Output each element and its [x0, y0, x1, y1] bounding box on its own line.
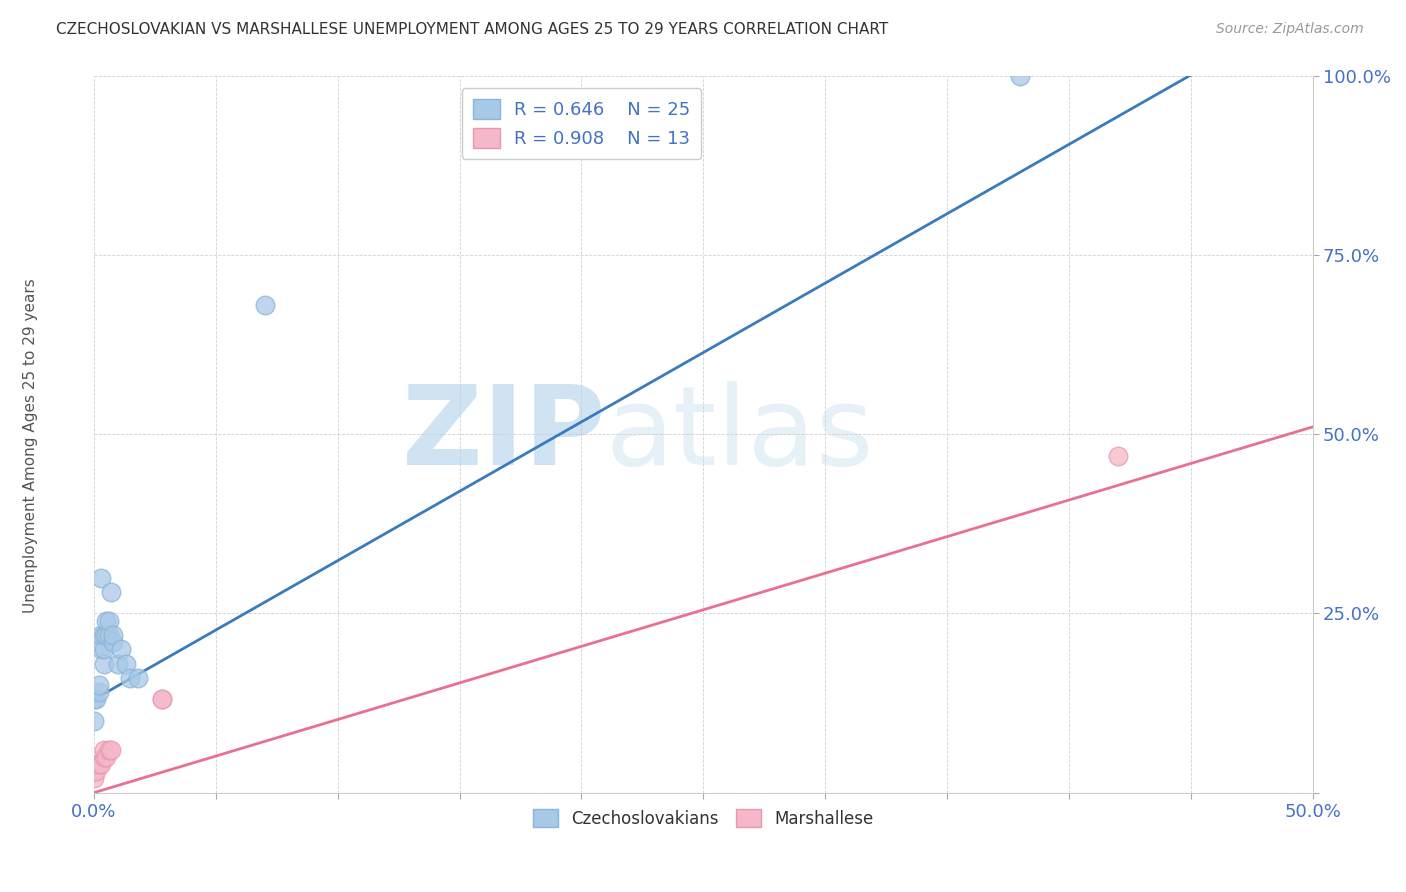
- Point: [94, 749, 117, 764]
- Point: [97, 742, 120, 756]
- Point: [127, 671, 149, 685]
- Point: [100, 585, 122, 599]
- Point: [87, 678, 110, 692]
- Point: [150, 692, 173, 706]
- Point: [103, 628, 125, 642]
- Point: [120, 671, 142, 685]
- Point: [94, 628, 117, 642]
- Point: [83, 714, 105, 728]
- Point: [93, 749, 115, 764]
- Point: [93, 628, 115, 642]
- Point: [90, 642, 112, 657]
- Point: [83, 764, 105, 779]
- Point: [103, 635, 125, 649]
- Point: [93, 742, 115, 756]
- Text: CZECHOSLOVAKIAN VS MARSHALLESE UNEMPLOYMENT AMONG AGES 25 TO 29 YEARS CORRELATIO: CZECHOSLOVAKIAN VS MARSHALLESE UNEMPLOYM…: [56, 22, 889, 37]
- Point: [100, 742, 122, 756]
- Point: [87, 685, 110, 699]
- Point: [83, 772, 105, 786]
- Point: [93, 642, 115, 657]
- Point: [86, 692, 108, 706]
- Point: [1010, 69, 1032, 83]
- Point: [90, 570, 112, 584]
- Point: [90, 628, 112, 642]
- Point: [94, 614, 117, 628]
- Point: [87, 756, 110, 771]
- Point: [93, 657, 115, 671]
- Point: [83, 692, 105, 706]
- Point: [114, 657, 136, 671]
- Point: [110, 642, 132, 657]
- Point: [107, 657, 129, 671]
- Point: [1107, 449, 1129, 463]
- Text: ZIP: ZIP: [402, 381, 606, 488]
- Legend: Czechoslovakians, Marshallese: Czechoslovakians, Marshallese: [527, 803, 880, 835]
- Point: [97, 614, 120, 628]
- Point: [86, 764, 108, 779]
- Point: [253, 298, 276, 312]
- Text: Source: ZipAtlas.com: Source: ZipAtlas.com: [1216, 22, 1364, 37]
- Point: [150, 692, 173, 706]
- Point: [90, 756, 112, 771]
- Point: [97, 628, 120, 642]
- Text: atlas: atlas: [606, 381, 875, 488]
- Text: Unemployment Among Ages 25 to 29 years: Unemployment Among Ages 25 to 29 years: [24, 278, 38, 614]
